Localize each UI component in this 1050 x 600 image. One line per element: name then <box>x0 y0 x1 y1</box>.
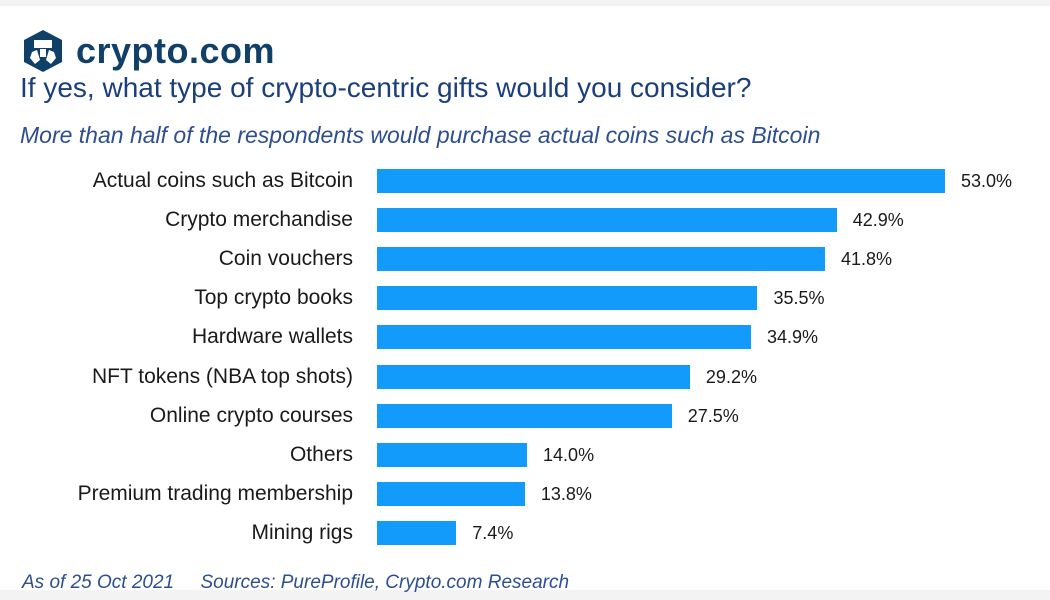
category-label: Mining rigs <box>251 520 353 544</box>
value-label: 27.5% <box>687 405 739 426</box>
bar-row: Others 14.0% <box>0 442 1050 468</box>
chart-title: If yes, what type of crypto-centric gift… <box>20 72 752 103</box>
category-label: Actual coins such as Bitcoin <box>92 169 353 192</box>
bar <box>377 481 525 506</box>
value-label: 53.0% <box>961 171 1013 191</box>
category-label: Premium trading membership <box>77 481 353 505</box>
value-label: 41.8% <box>840 249 893 270</box>
sources: Sources: PureProfile, Crypto.com Researc… <box>200 572 570 593</box>
category-label: Crypto merchandise <box>165 208 353 232</box>
value-label: 14.0% <box>543 444 595 465</box>
category-label: NFT tokens (NBA top shots) <box>91 364 353 388</box>
bar <box>377 247 825 272</box>
bar-row: Actual coins such as Bitcoin 53.0% <box>0 168 1050 194</box>
chart-subtitle: More than half of the respondents would … <box>20 122 821 148</box>
chart-footer: As of 25 Oct 2021 Sources: PureProfile, … <box>22 572 569 594</box>
bar <box>377 364 690 389</box>
category-label: Others <box>289 442 353 466</box>
bar-row: Hardware wallets 34.9% <box>0 324 1050 350</box>
bar-row: Mining rigs 7.4% <box>0 520 1050 546</box>
bar-row: Premium trading membership 13.8% <box>0 481 1050 507</box>
value-label: 13.8% <box>540 483 592 504</box>
category-label: Hardware wallets <box>191 325 353 349</box>
value-label: 34.9% <box>767 327 819 348</box>
bar-row: Top crypto books 35.5% <box>0 285 1050 311</box>
value-label: 35.5% <box>773 288 825 309</box>
value-label: 29.2% <box>705 366 757 387</box>
bar <box>377 442 528 467</box>
category-label: Top crypto books <box>194 286 353 310</box>
category-label: Coin vouchers <box>218 247 353 271</box>
bar <box>377 286 758 311</box>
bar <box>377 403 672 428</box>
bar-row: Coin vouchers 41.8% <box>0 246 1050 272</box>
crypto-com-logo-icon <box>24 30 62 72</box>
value-label: 42.9% <box>852 210 904 231</box>
bar <box>377 520 457 545</box>
bar <box>377 169 945 193</box>
bar-row: NFT tokens (NBA top shots) 29.2% <box>0 364 1050 390</box>
brand-logo: crypto.com <box>20 28 275 74</box>
category-label: Online crypto courses <box>149 403 353 427</box>
as-of-date: As of 25 Oct 2021 <box>22 572 175 593</box>
bar <box>377 208 837 233</box>
value-label: 7.4% <box>472 522 514 543</box>
bar-row: Online crypto courses 27.5% <box>0 403 1050 429</box>
brand-name: crypto.com <box>76 30 276 71</box>
bar-row: Crypto merchandise 42.9% <box>0 207 1050 233</box>
chart-card: crypto.com If yes, what type of crypto-c… <box>0 6 1050 593</box>
bar <box>377 325 752 350</box>
